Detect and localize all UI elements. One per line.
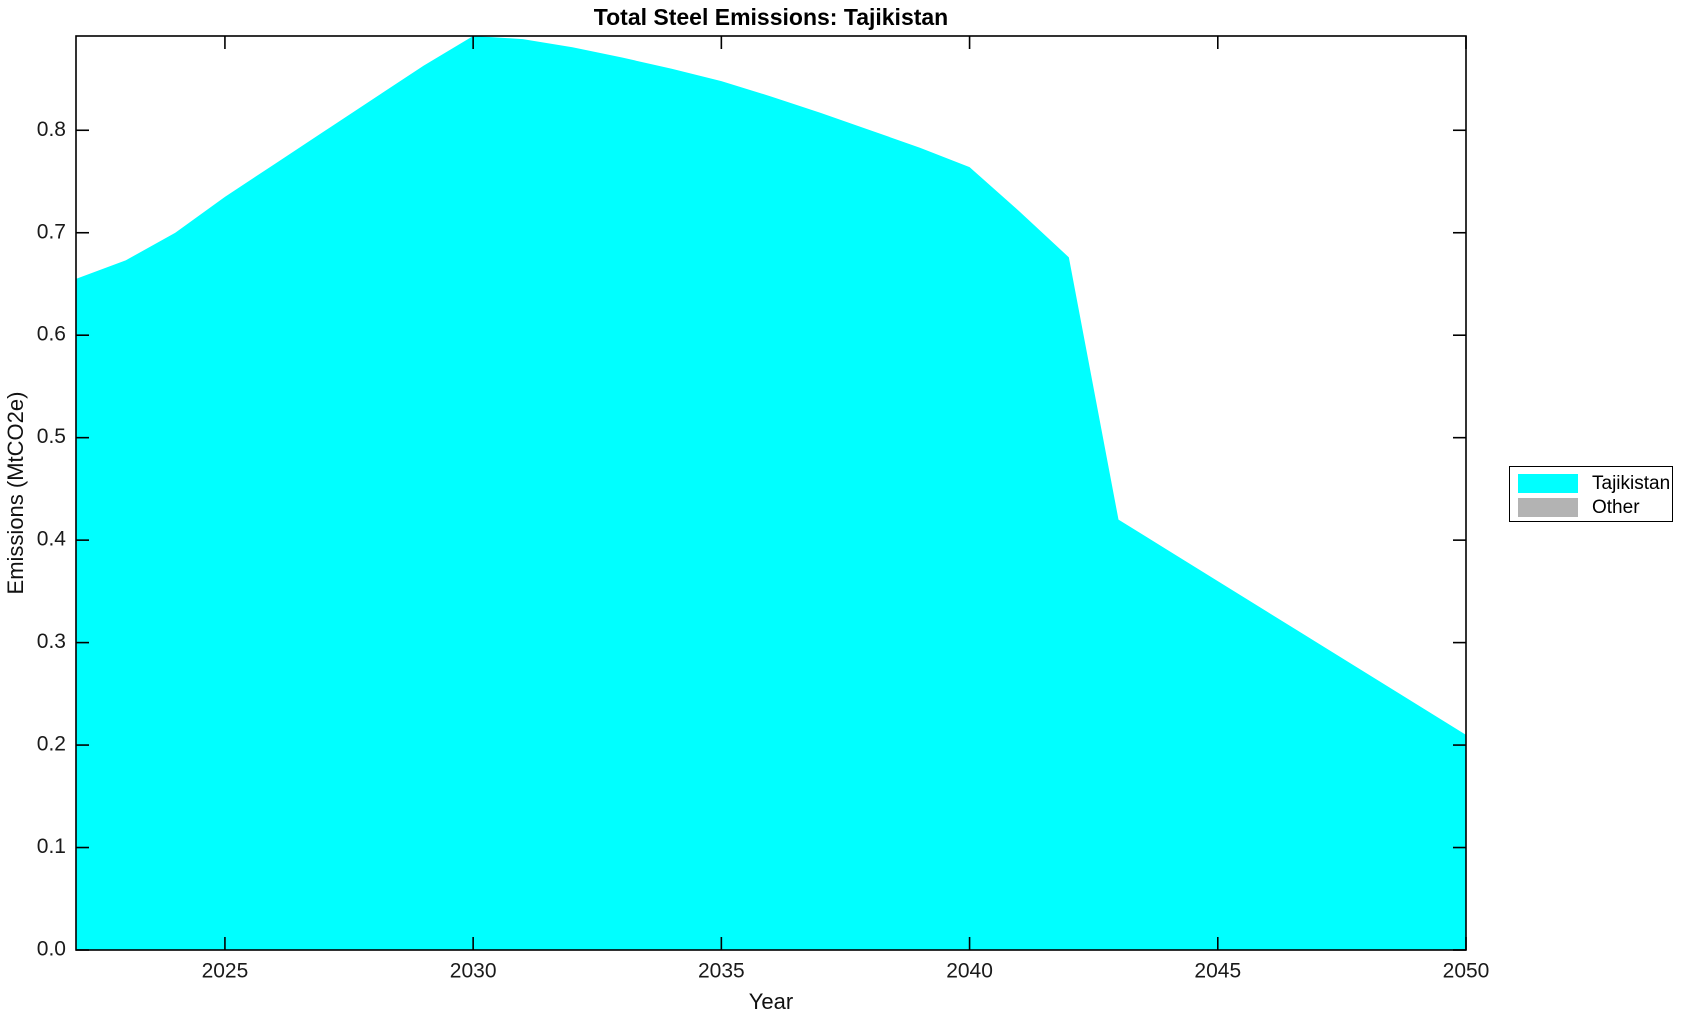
y-tick-label: 0.1: [37, 835, 66, 858]
y-tick-label: 0.6: [37, 323, 66, 346]
y-tick-label: 0.5: [37, 425, 66, 448]
y-tick-label: 0.4: [37, 528, 67, 551]
legend-swatch-other: [1518, 497, 1578, 517]
x-tick-label: 2050: [1443, 960, 1490, 983]
area-series-tajikistan: [76, 36, 1466, 950]
x-axis-label: Year: [748, 989, 794, 1014]
legend-label-other: Other: [1592, 496, 1640, 518]
x-tick-label: 2035: [698, 960, 745, 983]
y-tick-label: 0.2: [37, 733, 66, 756]
x-tick-label: 2040: [946, 960, 993, 983]
y-tick-label: 0.0: [37, 938, 66, 961]
legend-entry-tajikistan: Tajikistan: [1518, 473, 1672, 493]
y-tick-label: 0.3: [37, 630, 66, 653]
x-tick-label: 2045: [1194, 960, 1241, 983]
chart-title: Total Steel Emissions: Tajikistan: [593, 4, 949, 30]
legend-entry-other: Other: [1518, 497, 1672, 517]
y-axis-label: Emissions (MtCO2e): [3, 391, 28, 595]
legend: Tajikistan Other: [1509, 466, 1673, 522]
axes-box: [75, 35, 1467, 951]
x-tick-label: 2025: [202, 960, 249, 983]
x-tick-label: 2030: [450, 960, 497, 983]
y-tick-label: 0.7: [37, 220, 66, 243]
y-tick-label: 0.8: [37, 118, 66, 141]
legend-label-tajikistan: Tajikistan: [1592, 472, 1671, 494]
legend-swatch-tajikistan: [1518, 473, 1578, 493]
